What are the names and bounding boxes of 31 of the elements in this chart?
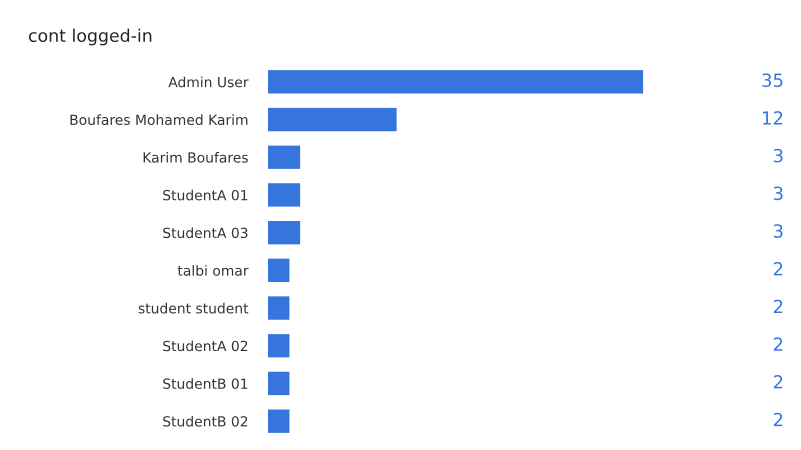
data-label: 2 [774, 375, 782, 388]
y-tick-label: StudentB 01 [163, 378, 248, 389]
data-label: 3 [774, 186, 783, 200]
y-tick-label: StudentB 02 [163, 416, 248, 427]
bar [268, 146, 300, 169]
y-tick-label: StudentA 01 [163, 190, 248, 200]
bar [268, 183, 300, 207]
bar [268, 258, 290, 282]
y-tick-label: StudentA 02 [163, 340, 248, 352]
data-label: 3 [774, 224, 783, 238]
bar [268, 70, 644, 94]
bar [268, 372, 290, 396]
data-label: 3 [774, 148, 783, 162]
data-label: 2 [774, 300, 782, 314]
y-tick-label: Karim Boufares [144, 152, 248, 163]
y-tick-label: Boufares Mohamed Karim [70, 114, 248, 126]
bar [268, 108, 397, 132]
y-tick-label: talbi omar [178, 265, 249, 276]
text: cont logged-in [28, 28, 152, 46]
data-label: 35 [762, 73, 782, 88]
bar [268, 409, 290, 433]
data-label: 2 [774, 337, 782, 351]
bar [268, 220, 300, 244]
data-label: 2 [774, 262, 782, 276]
data-label: 2 [774, 412, 782, 426]
data-label: 12 [763, 111, 782, 125]
bar [268, 334, 290, 358]
y-tick-label: Admin User [168, 76, 249, 88]
y-tick-label: StudentA 03 [163, 227, 248, 238]
bar [268, 296, 290, 320]
y-tick-label: student student [138, 302, 248, 314]
